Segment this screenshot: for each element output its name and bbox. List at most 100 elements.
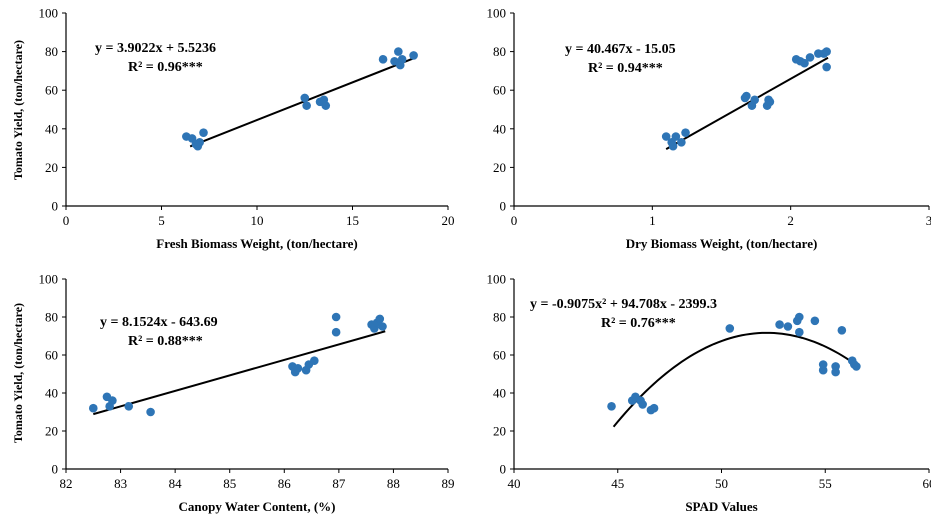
data-point	[822, 47, 831, 56]
x-tick-label: 10	[251, 213, 264, 228]
x-tick-label: 86	[278, 476, 292, 491]
y-tick-label: 60	[45, 348, 58, 363]
data-point	[837, 326, 847, 335]
y-tick-label: 40	[45, 121, 58, 136]
x-axis-title: Canopy Water Content, (%)	[179, 499, 336, 514]
data-point	[331, 312, 341, 322]
y-tick-label: 20	[45, 160, 58, 175]
x-axis-title: SPAD Values	[685, 499, 757, 514]
data-point	[378, 322, 387, 331]
data-point	[199, 128, 208, 137]
data-point	[681, 128, 690, 137]
x-tick-label: 1	[649, 213, 656, 228]
data-point	[300, 93, 310, 103]
x-tick-label: 60	[923, 476, 931, 491]
x-tick-label: 84	[169, 476, 183, 491]
x-tick-label: 5	[158, 213, 165, 228]
y-tick-label: 60	[45, 83, 58, 98]
x-tick-label: 2	[787, 213, 794, 228]
data-point	[805, 53, 815, 62]
r-squared-label: R² = 0.76***	[601, 316, 676, 331]
y-tick-label: 20	[493, 160, 506, 175]
y-tick-label: 20	[45, 424, 58, 439]
x-axis-title: Dry Biomass Weight, (ton/hectare)	[626, 236, 818, 251]
y-tick-label: 0	[500, 199, 507, 214]
y-tick-label: 40	[45, 386, 58, 401]
data-point	[742, 91, 751, 101]
regression-equation: y = 8.1524x - 643.69	[100, 315, 218, 330]
data-point	[668, 141, 678, 151]
r-squared-label: R² = 0.94***	[588, 61, 663, 76]
trend-line	[665, 56, 829, 151]
x-tick-label: 40	[508, 476, 521, 491]
r-squared-label: R² = 0.88***	[128, 334, 203, 349]
x-tick-label: 89	[442, 476, 455, 491]
data-point	[124, 402, 134, 411]
data-point	[293, 364, 303, 373]
y-tick-label: 0	[52, 199, 59, 214]
data-point	[775, 320, 784, 329]
y-tick-label: 40	[493, 386, 506, 401]
trend-line	[189, 57, 414, 148]
data-point	[831, 362, 840, 371]
y-tick-label: 60	[493, 83, 506, 98]
y-axis-title: Tomato Yield, (ton/hectare)	[11, 303, 25, 443]
regression-equation: y = 40.467x - 15.05	[565, 42, 676, 57]
x-tick-label: 50	[715, 476, 728, 491]
data-point	[671, 132, 681, 141]
data-point	[331, 327, 341, 337]
trend-line	[612, 331, 855, 428]
data-point	[725, 324, 735, 333]
data-point	[795, 312, 804, 322]
data-point	[108, 396, 117, 405]
data-point	[397, 55, 407, 64]
data-point	[394, 47, 403, 56]
regression-equation: y = -0.9075x² + 94.708x - 2399.3	[530, 297, 717, 312]
data-point	[800, 58, 809, 68]
trend-line	[93, 330, 386, 416]
x-tick-label: 87	[332, 476, 346, 491]
data-point	[321, 101, 331, 110]
y-tick-label: 80	[45, 310, 58, 325]
data-point	[88, 403, 98, 413]
chart-panel-4: 0 20 40 60 80 100 40 45 50 55 60 y = -0.9075x² + 94…	[487, 272, 931, 515]
y-tick-label: 60	[493, 348, 506, 363]
x-tick-label: 82	[60, 476, 73, 491]
x-tick-label: 0	[63, 213, 70, 228]
y-axis-title: Tomato Yield, (ton/hectare)	[11, 40, 25, 180]
data-point	[765, 97, 775, 107]
r-squared-label: R² = 0.96***	[128, 60, 203, 75]
data-point	[810, 316, 820, 326]
y-tick-label: 100	[487, 6, 507, 21]
x-tick-label: 83	[114, 476, 127, 491]
data-point	[191, 139, 201, 149]
regression-equation: y = 3.9022x + 5.5236	[95, 41, 216, 56]
data-point	[661, 132, 671, 141]
x-tick-label: 0	[511, 213, 518, 228]
data-point	[310, 356, 319, 366]
data-point	[649, 403, 659, 413]
data-point	[795, 327, 804, 337]
y-tick-label: 100	[487, 272, 507, 287]
data-point	[783, 322, 793, 331]
chart-panel-1: 0 20 40 60 80 100 0 5 10 15 20 y = 3.9022x + 5.5236…	[11, 6, 455, 252]
data-point	[677, 138, 686, 147]
data-point	[818, 360, 828, 369]
data-point	[409, 51, 418, 60]
x-tick-label: 88	[387, 476, 400, 491]
chart-panel-3: 0 20 40 60 80 100 82 83 84 85 86 87 88 89 y = 8.1524x …	[11, 272, 455, 515]
x-tick-label: 3	[926, 213, 931, 228]
x-tick-label: 20	[442, 213, 455, 228]
data-point	[750, 95, 759, 105]
y-tick-label: 80	[45, 44, 58, 59]
chart-panel-2: 0 20 40 60 80 100 0 1 2 3 y = 40.467x - 15.05 R² = …	[487, 6, 931, 252]
data-point	[852, 362, 861, 371]
data-point	[375, 314, 385, 324]
data-point	[302, 101, 311, 110]
data-point	[822, 62, 831, 72]
x-axis-title: Fresh Biomass Weight, (ton/hectare)	[156, 236, 358, 251]
y-tick-label: 0	[500, 462, 507, 477]
x-tick-label: 15	[346, 213, 359, 228]
data-point	[638, 400, 647, 409]
